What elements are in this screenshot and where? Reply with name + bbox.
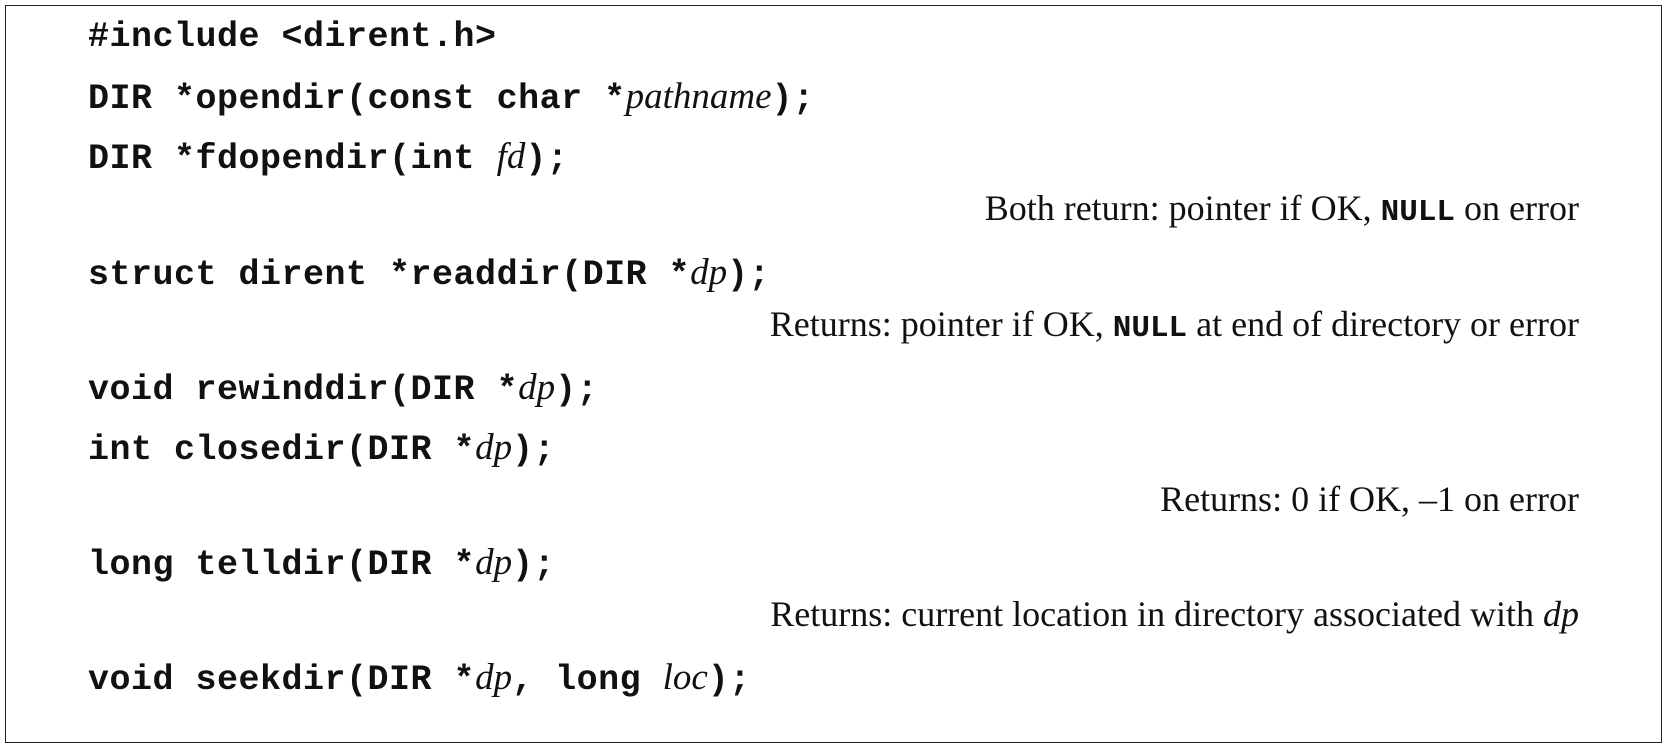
fdopendir-signature: DIR *fdopendir(int (88, 139, 497, 179)
return-text-tail: at end of directory or error (1187, 304, 1579, 344)
readdir-prototype: struct dirent *readdir(DIR *dp); (88, 254, 770, 293)
rewinddir-close: ); (555, 370, 599, 410)
closedir-signature: int closedir(DIR * (88, 430, 476, 470)
readdir-signature: struct dirent *readdir(DIR * (88, 255, 691, 295)
closedir-return-note: Returns: 0 if OK, –1 on error (1160, 481, 1579, 517)
seekdir-close: ); (707, 660, 751, 700)
telldir-close: ); (512, 545, 556, 585)
return-text-tail: on error (1455, 188, 1579, 228)
fdopendir-prototype: DIR *fdopendir(int fd); (88, 138, 568, 177)
rewinddir-prototype: void rewinddir(DIR *dp); (88, 369, 598, 408)
return-text: Returns: pointer if OK, (769, 304, 1113, 344)
readdir-close: ); (727, 255, 771, 295)
include-directive: #include <dirent.h> (88, 17, 497, 57)
synopsis-box: #include <dirent.h> DIR *opendir(const c… (5, 5, 1662, 743)
closedir-prototype: int closedir(DIR *dp); (88, 429, 555, 468)
closedir-close: ); (512, 430, 556, 470)
null-constant: NULL (1380, 195, 1456, 230)
return-text: Both return: pointer if OK, (984, 188, 1381, 228)
include-line: #include <dirent.h> (88, 20, 497, 55)
opendir-close: ); (771, 79, 815, 119)
loc-parameter: loc (662, 657, 708, 698)
dp-parameter: dp (475, 427, 513, 468)
dp-parameter: dp (475, 542, 513, 583)
fd-parameter: fd (496, 136, 526, 177)
seekdir-signature: void seekdir(DIR * (88, 660, 476, 700)
seekdir-separator: , long (512, 660, 663, 700)
null-constant: NULL (1112, 311, 1188, 346)
dp-parameter: dp (690, 252, 728, 293)
opendir-return-note: Both return: pointer if OK, NULL on erro… (985, 190, 1579, 228)
dp-parameter: dp (1543, 594, 1579, 634)
dp-parameter: dp (475, 657, 513, 698)
opendir-prototype: DIR *opendir(const char *pathname); (88, 78, 815, 117)
readdir-return-note: Returns: pointer if OK, NULL at end of d… (770, 306, 1579, 344)
telldir-prototype: long telldir(DIR *dp); (88, 544, 555, 583)
rewinddir-signature: void rewinddir(DIR * (88, 370, 519, 410)
fdopendir-close: ); (525, 139, 569, 179)
opendir-signature: DIR *opendir(const char * (88, 79, 626, 119)
pathname-parameter: pathname (625, 76, 772, 117)
return-text: Returns: current location in directory a… (770, 594, 1543, 634)
telldir-signature: long telldir(DIR * (88, 545, 476, 585)
seekdir-prototype: void seekdir(DIR *dp, long loc); (88, 659, 751, 698)
telldir-return-note: Returns: current location in directory a… (770, 596, 1579, 632)
dp-parameter: dp (518, 367, 556, 408)
return-text: Returns: 0 if OK, –1 on error (1160, 479, 1579, 519)
